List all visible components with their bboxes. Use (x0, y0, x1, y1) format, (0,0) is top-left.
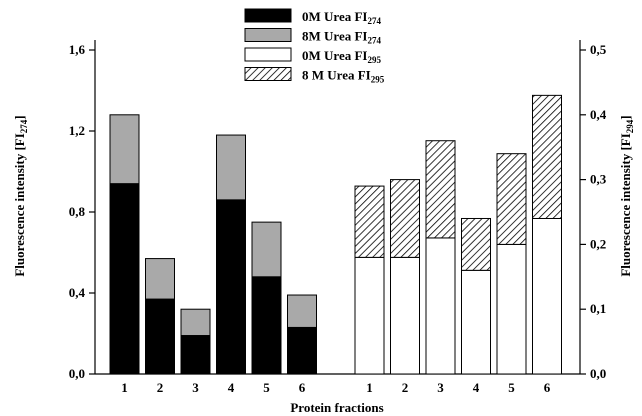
legend-label: 0M Urea FI295 (302, 48, 381, 65)
legend-label: 0M Urea FI274 (302, 9, 381, 26)
bars (109, 94, 562, 375)
legend-swatch (244, 8, 292, 23)
bar-segment (287, 294, 317, 328)
bar-segment (180, 335, 211, 375)
bar-segment (251, 221, 282, 278)
left-tick-label: 0,4 (69, 285, 86, 300)
x-tick-label: 4 (473, 380, 480, 395)
right-tick-label: 0,5 (590, 42, 607, 57)
x-tick-label: 2 (157, 380, 164, 395)
legend-label: 8M Urea FI274 (302, 29, 381, 46)
bar-segment (425, 237, 456, 375)
left-tick-label: 1,2 (69, 123, 85, 138)
legend-swatch (244, 67, 292, 81)
legend-swatch (244, 28, 292, 42)
x-tick-labels: 1 2 3 4 5 6 1 2 3 4 5 6 (121, 380, 551, 395)
bar-segment (180, 308, 211, 337)
legend-swatch (244, 47, 292, 62)
bar-segment (109, 114, 140, 185)
right-tick-label: 0,2 (590, 236, 606, 251)
right-tick-label: 0,0 (590, 366, 606, 381)
x-tick-label: 2 (402, 380, 409, 395)
bar-segment (216, 199, 246, 375)
bar-segment (251, 276, 282, 375)
left-tick-label: 1,6 (69, 42, 86, 57)
x-tick-label: 5 (508, 380, 515, 395)
x-tick-label: 1 (121, 380, 128, 395)
bar-segment (354, 185, 385, 258)
bar-segment (532, 94, 562, 219)
bar-segment (390, 256, 420, 375)
left-y-ticks: 0,0 0,4 0,8 1,2 1,6 (69, 42, 95, 381)
bar-segment (532, 217, 562, 375)
x-tick-label: 5 (263, 380, 270, 395)
bar-segment (496, 153, 527, 245)
bar-segment (145, 298, 175, 375)
bar-segment (390, 179, 420, 258)
bar-segment (461, 269, 491, 375)
bar-segment (287, 326, 317, 375)
right-y-ticks: 0,0 0,1 0,2 0,3 0,4 0,5 (580, 42, 607, 381)
bar-segment (109, 183, 140, 375)
x-axis-title: Protein fractions (290, 400, 383, 415)
x-tick-label: 4 (228, 380, 235, 395)
bar-segment (354, 256, 385, 375)
right-tick-label: 0,3 (590, 172, 607, 187)
bar-segment (145, 258, 175, 300)
bar-segment (425, 140, 456, 239)
x-tick-label: 3 (192, 380, 199, 395)
left-tick-label: 0,0 (69, 366, 85, 381)
left-y-axis-title: Fluorescence intensity [FI274] (12, 115, 29, 276)
bar-segment (496, 243, 527, 375)
right-y-axis-title: Fluorescence intensity [FI294] (618, 115, 635, 276)
x-tick-label: 6 (299, 380, 306, 395)
right-tick-label: 0,4 (590, 107, 607, 122)
bar-segment (461, 217, 491, 271)
legend-label: 8 M Urea FI295 (302, 68, 385, 85)
left-tick-label: 0,8 (69, 204, 86, 219)
x-tick-label: 1 (366, 380, 373, 395)
legend: 0M Urea FI274 8M Urea FI274 0M Urea FI295 8… (244, 8, 385, 85)
x-tick-label: 6 (544, 380, 551, 395)
right-tick-label: 0,1 (590, 301, 606, 316)
bar-segment (216, 134, 246, 201)
x-tick-label: 3 (437, 380, 444, 395)
